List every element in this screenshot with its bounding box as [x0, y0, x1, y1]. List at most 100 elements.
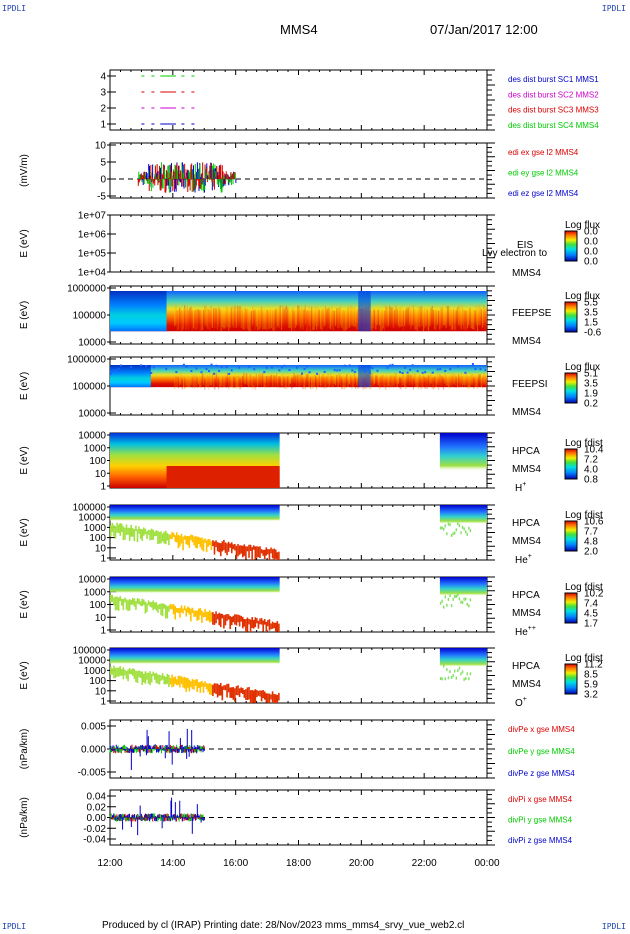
speckle	[404, 366, 407, 369]
tail	[177, 608, 180, 614]
texture	[200, 377, 202, 389]
colorbar-title: Log flux	[565, 291, 600, 302]
tail	[218, 612, 220, 626]
tail	[120, 598, 123, 606]
tail	[454, 669, 456, 673]
tail	[267, 620, 269, 627]
tail	[142, 527, 145, 536]
tail	[125, 599, 128, 610]
tail	[130, 524, 133, 537]
tail	[122, 667, 125, 680]
speckle	[399, 371, 402, 374]
tail	[234, 688, 236, 702]
texture	[390, 375, 392, 387]
colorbar-tick-label: -0.6	[584, 328, 602, 339]
texture	[425, 305, 427, 326]
spacecraft-label: MMS4	[512, 679, 541, 690]
speckle	[152, 366, 155, 369]
tail	[201, 537, 203, 550]
speckle	[436, 368, 439, 371]
texture	[411, 305, 413, 326]
speckle	[150, 371, 153, 374]
tail	[251, 689, 253, 703]
texture	[180, 373, 182, 385]
tail	[240, 615, 242, 622]
texture	[392, 374, 394, 386]
colorbar-tick-label: 0.2	[584, 399, 598, 410]
tail	[227, 683, 230, 693]
tail	[114, 596, 117, 611]
tail	[180, 605, 183, 613]
texture	[440, 307, 442, 328]
tail	[447, 676, 450, 680]
tail	[439, 601, 442, 605]
tail	[152, 529, 155, 540]
texture	[475, 305, 477, 326]
tail	[131, 528, 134, 537]
tail	[469, 672, 472, 676]
tail	[125, 524, 128, 535]
texture	[314, 305, 317, 326]
spacecraft-title: MMS4	[280, 22, 318, 37]
tail	[468, 604, 470, 608]
tail	[119, 666, 122, 676]
spectrum-block	[439, 505, 487, 525]
tail	[274, 694, 277, 703]
tail	[268, 619, 271, 631]
texture	[221, 377, 224, 389]
tail	[136, 598, 139, 604]
speckle	[220, 366, 223, 369]
tail	[182, 677, 184, 688]
texture	[220, 374, 222, 386]
texture	[328, 307, 330, 328]
texture	[304, 378, 306, 390]
texture	[267, 375, 269, 387]
texture	[184, 377, 186, 389]
tail	[257, 690, 260, 696]
tail	[174, 676, 177, 684]
texture	[201, 309, 203, 331]
texture	[386, 307, 388, 328]
speckle	[411, 364, 414, 367]
tail	[226, 543, 228, 556]
tail	[185, 677, 187, 692]
tail	[163, 531, 166, 544]
texture	[192, 308, 195, 329]
tail	[212, 612, 214, 625]
spacecraft-label: MMS4	[512, 407, 541, 418]
tail	[461, 670, 464, 674]
texture	[415, 309, 417, 330]
texture	[299, 309, 301, 330]
tail	[128, 598, 131, 611]
tail	[227, 614, 230, 620]
tail	[460, 672, 462, 676]
colorbar	[564, 520, 578, 552]
tail	[141, 671, 144, 686]
spectrum-block	[439, 648, 487, 668]
tail	[133, 669, 136, 679]
y-axis-label: E (eV)	[19, 372, 30, 400]
y-axis-label: (nPa/km)	[19, 729, 30, 770]
tail	[127, 527, 129, 535]
texture	[195, 374, 197, 387]
texture	[248, 376, 250, 389]
texture	[306, 374, 308, 386]
tail	[234, 543, 236, 551]
tail	[270, 623, 272, 630]
texture	[225, 377, 227, 389]
texture	[252, 378, 254, 390]
tail	[142, 673, 145, 683]
tail	[171, 674, 173, 688]
texture	[427, 310, 430, 331]
texture	[375, 375, 377, 387]
texture	[459, 305, 461, 326]
tail	[260, 618, 263, 625]
tail	[273, 622, 275, 629]
spacecraft-label: MMS4	[512, 608, 541, 619]
tail	[205, 611, 208, 621]
speckle	[283, 364, 286, 367]
texture	[264, 309, 266, 330]
texture	[346, 373, 348, 386]
speckle	[388, 364, 391, 367]
y-tick-label: 0.000	[81, 745, 106, 756]
